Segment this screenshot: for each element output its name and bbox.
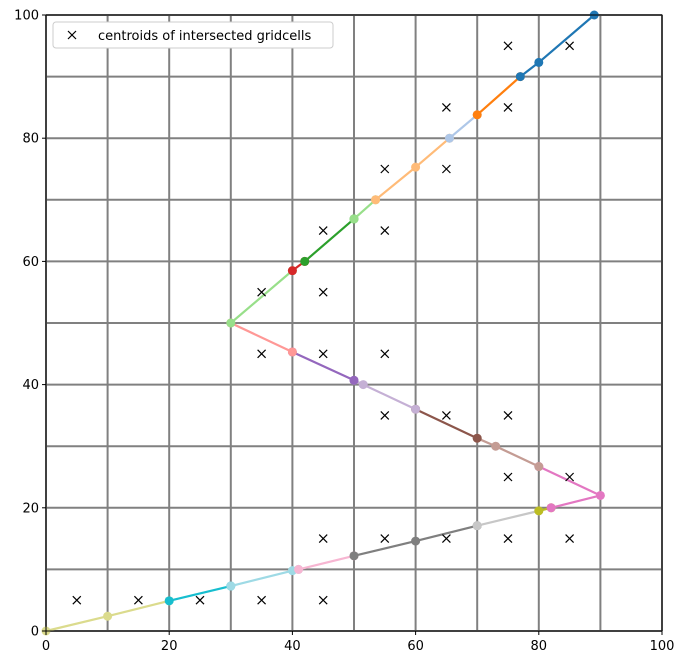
- segment-point: [411, 536, 421, 546]
- segment-point: [103, 611, 113, 621]
- segment-line: [229, 269, 294, 325]
- segment-point: [546, 503, 556, 513]
- centroid-marker: [503, 41, 513, 51]
- segment-point: [595, 490, 605, 500]
- segment-point: [491, 441, 501, 451]
- segment-point: [472, 110, 482, 120]
- segment-point: [287, 266, 297, 276]
- centroid-marker: [318, 595, 328, 605]
- segment-point: [371, 195, 381, 205]
- y-tick-label: 40: [22, 378, 39, 393]
- legend-marker-x: [67, 30, 77, 40]
- centroid-marker: [503, 102, 513, 112]
- segment-line: [297, 554, 356, 571]
- line-segments: [41, 10, 605, 636]
- segment-point: [349, 375, 359, 385]
- centroid-marker: [133, 595, 143, 605]
- centroid-marker: [380, 534, 390, 544]
- segment-point: [411, 404, 421, 414]
- segment-point: [164, 596, 174, 606]
- segment-20: [515, 10, 599, 82]
- centroid-marker: [565, 534, 575, 544]
- x-tick-label: 100: [650, 639, 675, 654]
- centroid-marker: [441, 410, 451, 420]
- y-tick-label: 0: [31, 625, 39, 640]
- segment-line: [414, 408, 479, 440]
- segment-point: [300, 256, 310, 266]
- y-tick-label: 20: [22, 501, 39, 516]
- segment-line: [229, 321, 294, 354]
- segment-point: [287, 347, 297, 357]
- segment-point: [226, 318, 236, 328]
- x-tick-label: 20: [161, 639, 178, 654]
- centroid-markers: [72, 41, 575, 605]
- centroid-marker: [318, 287, 328, 297]
- centroid-marker: [503, 472, 513, 482]
- y-tick-label: 100: [14, 9, 39, 24]
- segment-point: [294, 564, 304, 574]
- segment-point: [411, 162, 421, 172]
- centroid-marker: [257, 595, 267, 605]
- segment-point: [226, 581, 236, 591]
- x-tick-label: 0: [42, 639, 50, 654]
- legend-box: [52, 21, 334, 49]
- centroid-marker: [565, 472, 575, 482]
- centroid-marker: [441, 102, 451, 112]
- segment-point: [349, 551, 359, 561]
- segment-line: [476, 509, 540, 527]
- segment-line: [291, 350, 356, 382]
- y-tick-label: 80: [22, 132, 39, 147]
- legend: centroids of intersected gridcells: [52, 21, 334, 49]
- segment-line: [448, 113, 479, 140]
- centroid-marker: [380, 226, 390, 236]
- segment-point: [444, 133, 454, 143]
- x-tick-label: 80: [531, 639, 548, 654]
- segment-point: [515, 72, 525, 82]
- centroid-marker: [565, 41, 575, 51]
- x-tick-label: 40: [284, 639, 301, 654]
- centroid-marker: [441, 164, 451, 174]
- centroid-marker: [380, 164, 390, 174]
- segment-point: [534, 506, 544, 516]
- segment-line: [476, 75, 522, 116]
- y-tick-label: 60: [22, 255, 39, 270]
- centroid-marker: [441, 534, 451, 544]
- centroid-marker: [257, 349, 267, 359]
- centroid-marker: [257, 287, 267, 297]
- segment-line: [168, 584, 232, 602]
- centroid-marker: [72, 595, 82, 605]
- segment-point: [534, 462, 544, 472]
- centroid-marker: [318, 534, 328, 544]
- segment-point: [472, 521, 482, 531]
- segment-point: [472, 433, 482, 443]
- centroid-marker: [318, 226, 328, 236]
- segment-point: [349, 214, 359, 224]
- centroid-marker: [318, 349, 328, 359]
- x-tick-label: 60: [407, 639, 424, 654]
- centroid-marker: [503, 534, 513, 544]
- centroid-marker: [503, 410, 513, 420]
- centroid-marker: [380, 349, 390, 359]
- centroid-marker: [380, 410, 390, 420]
- segment-point: [358, 380, 368, 390]
- segment-line: [352, 198, 377, 220]
- axis-ticks: 0 20 40 60 80 100 0 20 40 60 80 100: [14, 9, 674, 655]
- centroid-marker: [195, 595, 205, 605]
- segment-line: [303, 217, 356, 263]
- legend-label: centroids of intersected gridcells: [98, 29, 311, 44]
- plot-frame: [45, 14, 663, 632]
- segment-point: [534, 57, 544, 67]
